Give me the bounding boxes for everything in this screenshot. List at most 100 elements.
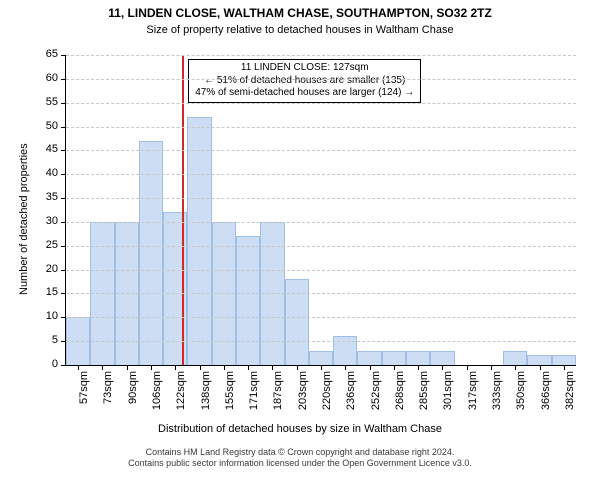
y-tick-mark <box>61 174 66 175</box>
x-tick-mark <box>467 365 468 370</box>
annotation-line-2: ← 51% of detached houses are smaller (13… <box>195 75 414 88</box>
x-tick-label: 317sqm <box>467 371 479 410</box>
gridline <box>66 127 576 128</box>
y-tick-mark <box>61 103 66 104</box>
gridline <box>66 79 576 80</box>
gridline <box>66 222 576 223</box>
x-tick-mark <box>418 365 419 370</box>
x-tick-label: 73sqm <box>102 371 114 404</box>
histogram-bar <box>430 351 454 365</box>
y-tick-label: 40 <box>46 167 58 179</box>
annotation-line-3: 47% of semi-detached houses are larger (… <box>195 87 414 100</box>
y-tick-label: 45 <box>46 143 58 155</box>
x-tick-label: 138sqm <box>200 371 212 410</box>
x-tick-mark <box>102 365 103 370</box>
histogram-bar <box>382 351 406 365</box>
y-tick-label: 5 <box>52 334 58 346</box>
y-tick-label: 50 <box>46 120 58 132</box>
y-tick-mark <box>61 55 66 56</box>
x-tick-mark <box>370 365 371 370</box>
histogram-bar <box>357 351 381 365</box>
y-tick-label: 15 <box>46 286 58 298</box>
x-tick-mark <box>515 365 516 370</box>
x-tick-mark <box>272 365 273 370</box>
chart-footer: Contains HM Land Registry data © Crown c… <box>0 447 600 469</box>
y-tick-label: 65 <box>46 48 58 60</box>
y-tick-mark <box>61 317 66 318</box>
x-tick-mark <box>127 365 128 370</box>
x-tick-mark <box>321 365 322 370</box>
annotation-box: 11 LINDEN CLOSE: 127sqm ← 51% of detache… <box>188 59 421 103</box>
y-tick-label: 10 <box>46 310 58 322</box>
gridline <box>66 270 576 271</box>
y-tick-label: 30 <box>46 215 58 227</box>
gridline <box>66 246 576 247</box>
x-tick-mark <box>151 365 152 370</box>
x-tick-label: 236sqm <box>345 371 357 410</box>
footer-line-2: Contains public sector information licen… <box>0 458 600 469</box>
x-tick-label: 382sqm <box>564 371 576 410</box>
y-tick-mark <box>61 293 66 294</box>
x-tick-label: 350sqm <box>515 371 527 410</box>
x-tick-label: 285sqm <box>418 371 430 410</box>
histogram-bar <box>527 355 551 365</box>
histogram-bar <box>406 351 430 365</box>
plot-area: 11 LINDEN CLOSE: 127sqm ← 51% of detache… <box>65 55 576 366</box>
x-tick-mark <box>564 365 565 370</box>
y-tick-label: 55 <box>46 96 58 108</box>
x-tick-label: 203sqm <box>297 371 309 410</box>
gridline <box>66 103 576 104</box>
x-tick-label: 252sqm <box>370 371 382 410</box>
x-tick-mark <box>175 365 176 370</box>
x-tick-label: 333sqm <box>491 371 503 410</box>
gridline <box>66 198 576 199</box>
x-tick-mark <box>297 365 298 370</box>
x-tick-mark <box>540 365 541 370</box>
chart-title: 11, LINDEN CLOSE, WALTHAM CHASE, SOUTHAM… <box>0 6 600 20</box>
x-tick-mark <box>248 365 249 370</box>
x-axis-label: Distribution of detached houses by size … <box>0 423 600 435</box>
histogram-bar <box>285 279 309 365</box>
x-tick-mark <box>394 365 395 370</box>
annotation-line-1: 11 LINDEN CLOSE: 127sqm <box>195 62 414 75</box>
histogram-bar <box>309 351 333 365</box>
histogram-bar <box>187 117 211 365</box>
x-tick-label: 106sqm <box>151 371 163 410</box>
x-tick-mark <box>442 365 443 370</box>
y-tick-mark <box>61 79 66 80</box>
gridline <box>66 293 576 294</box>
y-tick-mark <box>61 127 66 128</box>
x-tick-label: 155sqm <box>224 371 236 410</box>
y-tick-label: 25 <box>46 239 58 251</box>
footer-line-1: Contains HM Land Registry data © Crown c… <box>0 447 600 458</box>
x-tick-mark <box>224 365 225 370</box>
x-tick-label: 301sqm <box>442 371 454 410</box>
x-tick-mark <box>200 365 201 370</box>
x-tick-label: 220sqm <box>321 371 333 410</box>
y-tick-label: 60 <box>46 72 58 84</box>
y-tick-mark <box>61 150 66 151</box>
y-axis-label: Number of detached properties <box>18 143 30 295</box>
x-tick-label: 122sqm <box>175 371 187 410</box>
x-tick-mark <box>78 365 79 370</box>
y-tick-label: 0 <box>52 358 58 370</box>
histogram-bar <box>552 355 576 365</box>
chart-container: { "chart": { "type": "histogram", "title… <box>0 0 600 500</box>
y-tick-mark <box>61 246 66 247</box>
gridline <box>66 317 576 318</box>
y-tick-mark <box>61 222 66 223</box>
x-tick-mark <box>491 365 492 370</box>
x-tick-label: 187sqm <box>272 371 284 410</box>
x-tick-label: 366sqm <box>540 371 552 410</box>
x-tick-label: 90sqm <box>127 371 139 404</box>
histogram-bar <box>503 351 527 365</box>
y-tick-mark <box>61 341 66 342</box>
gridline <box>66 174 576 175</box>
histogram-bar <box>236 236 260 365</box>
y-tick-label: 20 <box>46 263 58 275</box>
property-marker-line <box>182 55 184 365</box>
chart-subtitle: Size of property relative to detached ho… <box>0 24 600 36</box>
y-tick-mark <box>61 365 66 366</box>
x-tick-label: 57sqm <box>78 371 90 404</box>
y-tick-label: 35 <box>46 191 58 203</box>
